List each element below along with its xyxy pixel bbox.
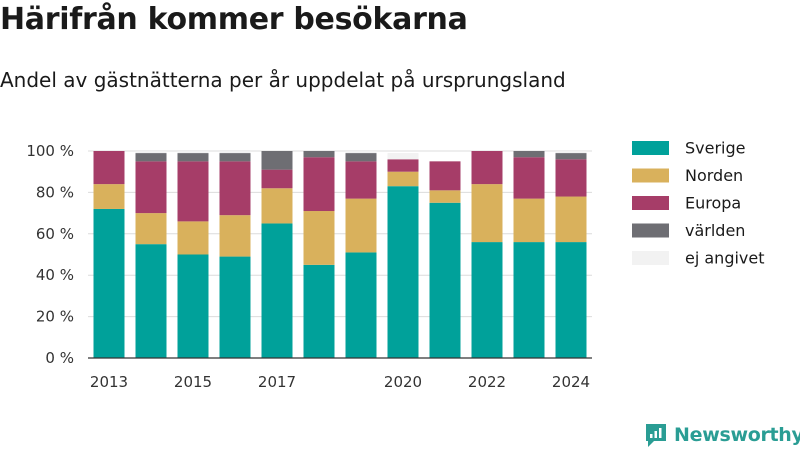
bar-segment-2013-sverige [93,208,125,358]
x-tick-label: 2017 [258,373,296,391]
legend-label: världen [685,221,745,240]
bar-segment-2021-norden [429,190,461,203]
bars [93,151,587,358]
bar-segment-2018-europa [303,157,335,212]
y-tick-label: 80 % [36,183,74,201]
bar-segment-2023-europa [513,157,545,199]
y-tick-label: 100 % [26,142,74,160]
legend-label: Sverige [685,139,746,158]
bar-segment-2024-världen [555,153,587,160]
y-tick-label: 0 % [45,349,74,367]
x-tick-label: 2015 [174,373,212,391]
bar-segment-2020-europa [387,159,419,172]
bar-segment-2022-europa [471,151,503,185]
bar-segment-2022-sverige [471,242,503,358]
bar-segment-2014-europa [135,161,167,214]
bar-segment-2015-sverige [177,254,209,358]
bar-segment-2017-världen [261,151,293,170]
bar-segment-2023-sverige [513,242,545,358]
bar-segment-2017-sverige [261,223,293,358]
stacked-bar-chart: 0 % 20 % 40 % 60 % 80 % 100 % 2013 2015 2017 2020… [26,139,765,392]
legend-swatch [632,168,669,183]
gridlines [88,150,592,318]
y-tick-label: 20 % [36,308,74,326]
bar-segment-2018-norden [303,211,335,265]
bar-segment-2014-ej-angivet [135,151,167,154]
newsworthy-logo-icon [646,424,666,447]
legend-swatch [632,251,669,265]
bar-segment-2024-sverige [555,242,587,358]
bar-segment-2016-världen [219,153,251,162]
bar-segment-2013-europa [93,151,125,185]
bar-segment-2024-norden [555,196,587,243]
bar-segment-2017-norden [261,188,293,224]
bar-segment-2024-europa [555,159,587,197]
legend-label: ej angivet [685,249,765,268]
bar-segment-2016-europa [219,161,251,216]
bar-segment-2023-världen [513,151,545,158]
brand-name: Newsworthy [674,424,800,446]
bar-segment-2016-sverige [219,256,251,358]
bar-segment-2024-ej-angivet [555,151,587,154]
legend-label: Europa [685,194,741,213]
bar-segment-2014-norden [135,213,167,245]
bar-segment-2014-världen [135,153,167,162]
bar-segment-2015-norden [177,221,209,255]
legend-swatch [632,223,669,238]
bar-segment-2021-sverige [429,202,461,358]
bar-segment-2016-norden [219,215,251,257]
y-tick-label: 40 % [36,266,74,284]
brand-logo: Newsworthy [644,420,800,450]
axes: 0 % 20 % 40 % 60 % 80 % 100 % 2013 2015 2017 2020… [26,142,592,391]
bar-segment-2015-europa [177,161,209,222]
bar-segment-2023-norden [513,198,545,243]
bar-segment-2020-sverige [387,186,419,358]
bar-segment-2019-europa [345,161,377,199]
bar-segment-2021-europa [429,161,461,191]
x-tick-label: 2020 [384,373,422,391]
legend-label: Norden [685,166,743,185]
bar-segment-2019-sverige [345,252,377,358]
x-tick-label: 2022 [468,373,506,391]
bar-segment-2019-ej-angivet [345,151,377,154]
x-tick-label: 2024 [552,373,590,391]
bar-segment-2019-världen [345,153,377,162]
bar-segment-2013-norden [93,184,125,209]
legend-swatch [632,141,669,155]
bar-segment-2022-norden [471,184,503,243]
bar-segment-2020-norden [387,171,419,187]
chart-subtitle: Andel av gästnätterna per år uppdelat på… [0,68,566,92]
bar-segment-2015-ej-angivet [177,151,209,154]
x-tick-label: 2013 [90,373,128,391]
legend-swatch [632,196,669,210]
bar-segment-2019-norden [345,198,377,253]
chart-title: Härifrån kommer besökarna [0,2,468,37]
bar-segment-2016-ej-angivet [219,151,251,154]
bar-segment-2015-världen [177,153,209,162]
bar-segment-2017-europa [261,169,293,189]
bar-segment-2020-ej-angivet [387,153,419,160]
y-tick-label: 60 % [36,225,74,243]
bar-segment-2014-sverige [135,244,167,358]
bar-segment-2018-sverige [303,264,335,358]
bar-segment-2018-världen [303,151,335,158]
legend: Sverige Norden Europa världen ej angivet [632,139,765,268]
